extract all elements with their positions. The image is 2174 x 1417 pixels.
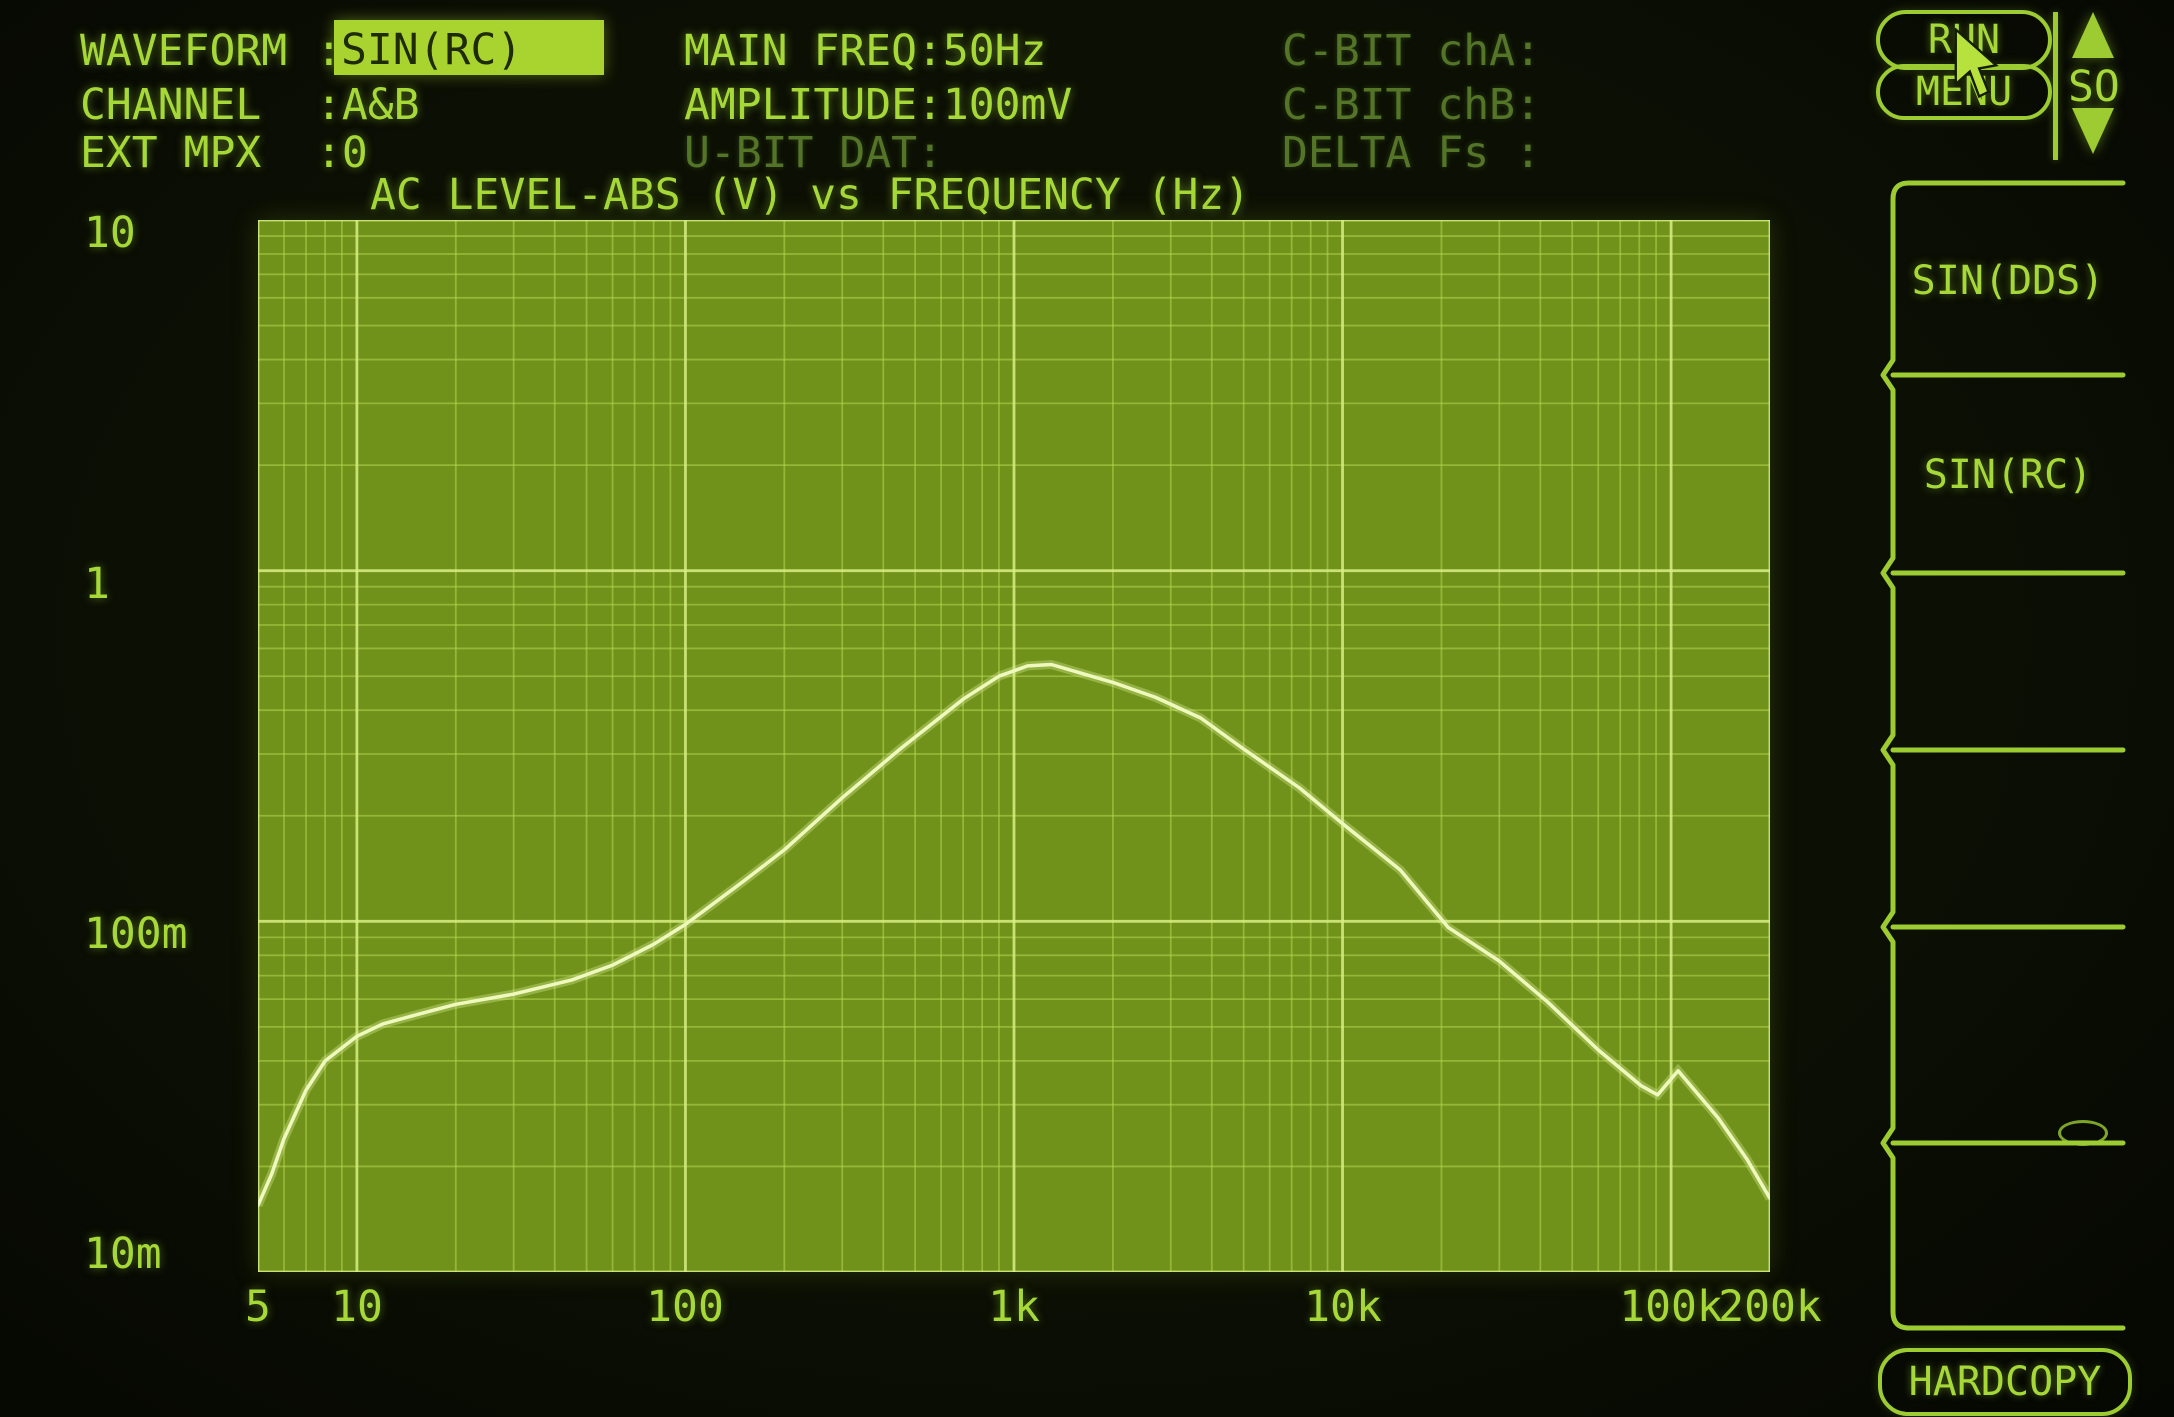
delta-fs-field: DELTA Fs : [1282,128,1541,178]
y-tick-label: 1 [84,559,110,609]
small-oval-icon [2058,1120,2108,1146]
main-freq-field: MAIN FREQ:50Hz [684,26,1047,76]
x-tick-label: 1k [988,1282,1040,1332]
chart-title: AC LEVEL-ABS (V) vs FREQUENCY (Hz) [370,170,1251,220]
amplitude-field: AMPLITUDE:100mV [684,80,1073,130]
x-tick-label: 10 [331,1282,383,1332]
x-tick-label: 100k [1619,1282,1723,1332]
channel-value: :A&B [316,80,420,130]
softkey-6[interactable] [1893,1143,2123,1328]
down-arrow-icon[interactable] [2072,108,2114,154]
x-tick-label: 100 [646,1282,724,1332]
y-tick-label: 10 [84,208,136,258]
y-tick-label: 10m [84,1229,162,1279]
waveform-value-field[interactable]: SIN(RC) [334,20,604,75]
up-arrow-icon[interactable] [2072,12,2114,58]
x-tick-label: 10k [1304,1282,1382,1332]
softkey-4[interactable] [1893,750,2123,927]
x-tick-label: 5 [245,1282,271,1332]
waveform-label: WAVEFORM [80,26,288,76]
c-bit-chb-field: C-BIT chB: [1282,80,1541,130]
softkey-3[interactable] [1893,573,2123,750]
ext-mpx-label: EXT MPX [80,128,262,178]
frequency-response-chart [258,220,1770,1272]
softkey-1[interactable] [1893,183,2123,375]
y-tick-label: 100m [84,909,188,959]
x-tick-label: 200k [1718,1282,1822,1332]
plot-area [258,220,1770,1272]
u-bit-dat-field: U-BIT DAT: [684,128,943,178]
ext-mpx-value: :0 [316,128,368,178]
channel-label: CHANNEL [80,80,262,130]
c-bit-cha-field: C-BIT chA: [1282,26,1541,76]
waveform-value: SIN(RC) [341,25,523,75]
updown-separator [2053,12,2058,160]
hardcopy-button-label: HARDCOPY [1908,1359,2102,1405]
softkey-label-sin-dds: SIN(DDS) [1911,258,2105,304]
softkey-2[interactable] [1893,375,2123,573]
mouse-cursor-icon [1954,28,1999,98]
softkey-5[interactable] [1893,927,2123,1143]
hardcopy-button[interactable]: HARDCOPY [1878,1348,2132,1416]
updown-label: SO [2068,62,2120,112]
softkey-label-sin-rc: SIN(RC) [1923,452,2093,498]
